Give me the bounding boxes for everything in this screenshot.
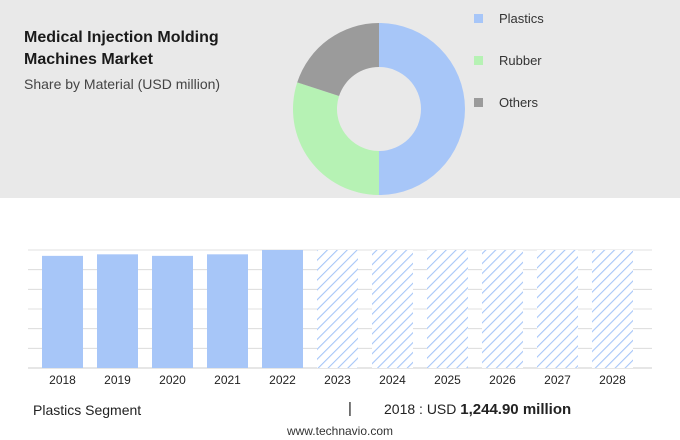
legend-label: Others [499, 94, 539, 110]
donut-slice-others [297, 23, 379, 97]
forecast-bar-2024 [372, 250, 413, 368]
x-tick-label: 2027 [544, 373, 571, 387]
bar-2019 [97, 254, 138, 368]
bar-2021 [207, 254, 248, 368]
summary-panel: Medical Injection Molding Machines Marke… [0, 0, 680, 198]
segment-value-prefix: 2018 : USD [384, 401, 457, 417]
donut-chart [293, 23, 465, 195]
x-tick-label: 2018 [49, 373, 76, 387]
donut-slice-rubber [293, 82, 379, 195]
x-tick-label: 2019 [104, 373, 131, 387]
segment-value: 2018 : USD 1,244.90 million [384, 401, 571, 418]
legend-item-others: Others [474, 94, 538, 110]
x-tick-label: 2028 [599, 373, 626, 387]
bar-chart: 2018 2019 2020 2021 2022 2023 2024 2025 2026 2027… [28, 249, 652, 387]
legend-swatch [474, 13, 483, 23]
x-tick-label: 2021 [214, 373, 241, 387]
bar-2018 [42, 255, 83, 368]
chart-title: Medical Injection Molding Machines Marke… [24, 29, 219, 68]
chart-subtitle: Share by Material (USD million) [24, 76, 221, 92]
x-tick-label: 2022 [269, 373, 296, 387]
forecast-bar-2023 [317, 250, 358, 368]
legend-swatch [474, 97, 483, 107]
bar-2022 [262, 250, 303, 368]
site-url: www.technavio.com [286, 424, 394, 438]
forecast-bar-2027 [537, 250, 578, 368]
legend-label: Rubber [499, 52, 542, 68]
bar-2020 [152, 255, 193, 368]
x-tick-label: 2025 [434, 373, 461, 387]
x-tick-label: 2024 [379, 373, 406, 387]
segment-label: Plastics Segment [33, 402, 142, 418]
donut-slice-plastics [379, 23, 465, 195]
segment-value-amount: 1,244.90 million [460, 401, 572, 418]
legend-item-rubber: Rubber [474, 52, 542, 68]
legend-swatch [474, 55, 483, 65]
forecast-bar-2028 [592, 250, 633, 368]
legend-label: Plastics [499, 10, 544, 26]
forecast-bar-2025 [427, 250, 468, 368]
footer-separator: | [348, 400, 352, 417]
forecast-bar-2026 [482, 250, 523, 368]
legend-item-plastics: Plastics [474, 10, 544, 26]
x-tick-label: 2026 [489, 373, 516, 387]
x-tick-label: 2023 [324, 373, 351, 387]
x-tick-label: 2020 [159, 373, 186, 387]
